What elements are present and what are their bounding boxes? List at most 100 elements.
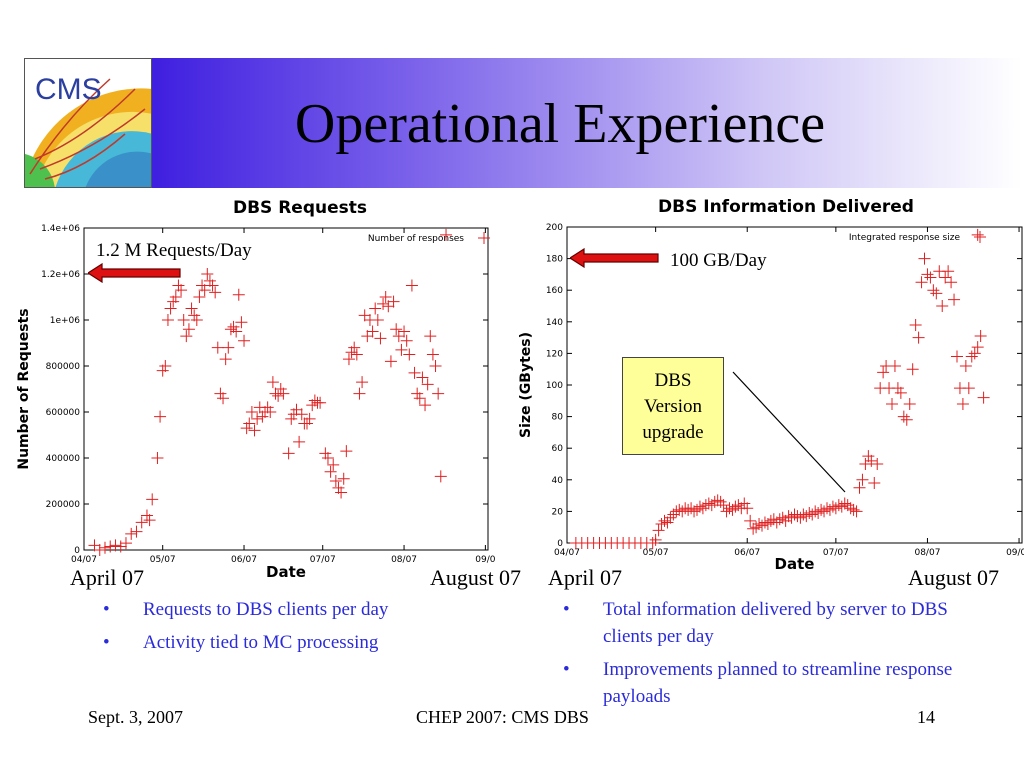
data-point (812, 506, 825, 519)
data-point (356, 376, 369, 389)
data-point (104, 540, 117, 553)
y-tick-label: 0 (74, 546, 80, 556)
y-tick-label: 1.2e+06 (41, 270, 80, 280)
y-tick-label: 0 (557, 539, 563, 549)
data-point (314, 396, 327, 409)
data-point (282, 447, 295, 460)
data-point (829, 502, 842, 515)
data-point (968, 347, 981, 360)
y-tick-label: 80 (552, 413, 564, 423)
data-point (434, 470, 447, 483)
x-tick-label: 04/07 (71, 555, 97, 565)
bullet-icon: • (103, 632, 110, 653)
data-point (426, 348, 439, 361)
data-point (405, 279, 418, 292)
data-point (350, 348, 363, 361)
right-date-start: April 07 (548, 565, 622, 590)
data-point (738, 497, 751, 510)
data-point (720, 505, 733, 518)
data-point (156, 364, 169, 377)
data-point (948, 293, 961, 306)
data-point (185, 302, 198, 315)
data-point (924, 271, 937, 284)
data-point (956, 397, 969, 410)
data-point (295, 408, 308, 421)
x-tick-label: 05/07 (150, 555, 176, 565)
data-point (245, 406, 258, 418)
data-point (416, 371, 429, 384)
data-point (264, 406, 277, 418)
data-point (942, 265, 955, 278)
data-point (93, 544, 106, 556)
data-point (714, 495, 727, 508)
data-point (806, 508, 819, 521)
data-point (232, 288, 245, 301)
data-point (717, 499, 730, 512)
data-point (413, 392, 426, 405)
chart-title: DBS Requests (233, 198, 367, 218)
data-point (395, 343, 408, 356)
x-tick-label: 07/07 (823, 548, 849, 558)
data-point (224, 323, 237, 336)
callout-line-3: upgrade (642, 422, 704, 443)
data-point (773, 513, 786, 526)
data-point (190, 314, 203, 326)
data-point (175, 284, 188, 297)
data-point (306, 399, 319, 412)
data-point (217, 392, 230, 405)
y-tick-label: 100 (546, 381, 563, 391)
data-point (871, 458, 884, 470)
data-point (172, 279, 185, 292)
data-point (193, 291, 206, 303)
data-point (696, 502, 709, 515)
left-bullet-list: • Requests to DBS clients per day • Activi… (103, 596, 523, 662)
data-point (353, 387, 366, 400)
data-point (927, 284, 940, 297)
data-point (272, 389, 285, 402)
data-point (130, 525, 143, 538)
data-point (655, 518, 668, 531)
data-point (371, 314, 384, 326)
data-point (936, 300, 949, 312)
x-tick-label: 05/07 (643, 548, 669, 558)
data-point (143, 514, 156, 527)
data-point (756, 519, 768, 532)
y-tick-label: 200000 (46, 500, 81, 510)
data-point (906, 363, 919, 376)
list-item: • Total information delivered by server t… (563, 596, 983, 650)
data-point (180, 330, 193, 343)
data-point (977, 391, 990, 404)
data-point (862, 450, 875, 463)
data-point (945, 276, 958, 289)
data-point (900, 413, 913, 426)
data-point (835, 500, 848, 513)
x-tick-label: 09/07 (1006, 548, 1024, 558)
x-axis-label: Date (775, 555, 815, 573)
data-point (918, 252, 931, 265)
data-point (688, 505, 701, 518)
bullet-text: Total information delivered by server to… (603, 599, 948, 647)
data-point (419, 399, 432, 412)
data-point (897, 410, 910, 423)
data-point (345, 346, 358, 359)
data-point (308, 394, 321, 407)
data-point (219, 353, 232, 366)
data-point (211, 341, 224, 354)
data-point (705, 499, 718, 512)
data-point (303, 412, 316, 425)
data-point (693, 500, 706, 513)
data-point (251, 412, 264, 425)
y-tick-label: 60 (552, 444, 564, 454)
data-point (658, 514, 671, 527)
list-item: • Activity tied to MC processing (103, 629, 523, 656)
data-point (196, 279, 209, 292)
data-point (741, 502, 754, 515)
data-point (685, 502, 698, 515)
data-point (859, 458, 872, 470)
data-point (400, 334, 413, 347)
data-point (691, 503, 703, 516)
dbs-requests-chart: DBS Requests 0 200000 400000 600000 800000 1e+… (16, 198, 496, 581)
data-point (779, 514, 792, 527)
callout-pointer-line (732, 371, 846, 493)
data-point (794, 511, 807, 524)
